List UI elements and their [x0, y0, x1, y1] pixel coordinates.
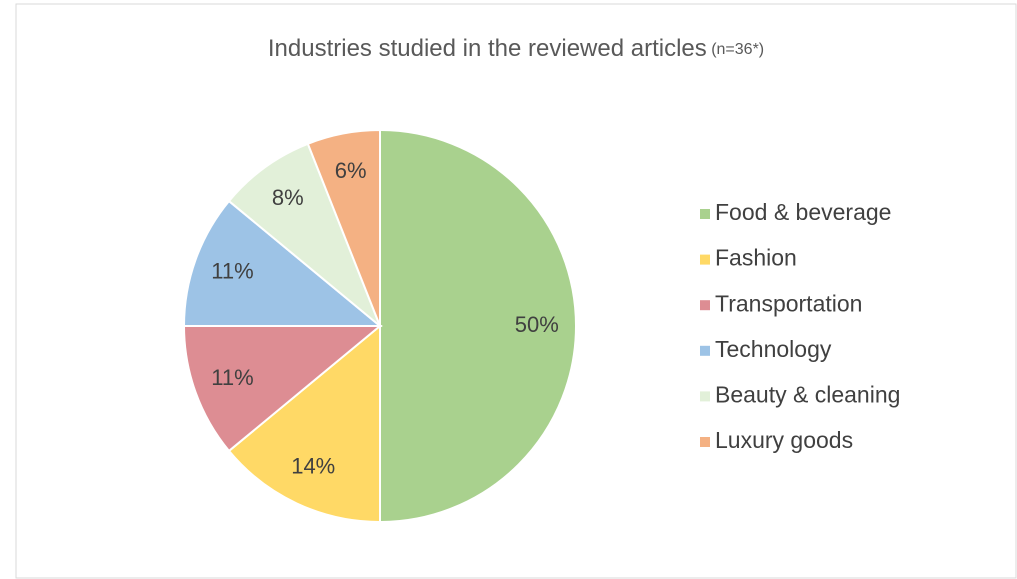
legend-swatch: [700, 345, 710, 356]
legend-label: Luxury goods: [715, 427, 853, 453]
pie-slice: [227, 323, 381, 524]
legend-swatch: [700, 209, 710, 219]
pie-slice: [379, 128, 577, 524]
legend-swatch: [700, 437, 710, 447]
data-label: 11%: [211, 365, 253, 390]
legend-swatch: [700, 254, 710, 265]
legend-label: Fashion: [715, 245, 797, 271]
data-label: 11%: [211, 259, 253, 284]
legend-swatch: [700, 391, 710, 402]
data-label: 50%: [515, 312, 559, 337]
data-label: 8%: [272, 185, 304, 210]
pie-slice: [182, 325, 383, 453]
data-label: 6%: [335, 158, 367, 183]
pie-slice: [182, 199, 383, 327]
chart-title: Industries studied in the reviewed artic…: [268, 35, 707, 62]
legend-swatch: [700, 300, 710, 311]
chart-subtitle: (n=36*): [711, 41, 764, 58]
legend-label: Transportation: [715, 290, 862, 316]
pie-slice: [306, 128, 381, 327]
data-label: 14%: [291, 454, 335, 479]
chart-title-group: Industries studied in the reviewed artic…: [268, 35, 764, 62]
legend-label: Beauty & cleaning: [715, 381, 900, 407]
pie-slice: [227, 142, 381, 327]
legend-label: Technology: [715, 336, 832, 362]
legend-label: Food & beverage: [715, 199, 891, 225]
